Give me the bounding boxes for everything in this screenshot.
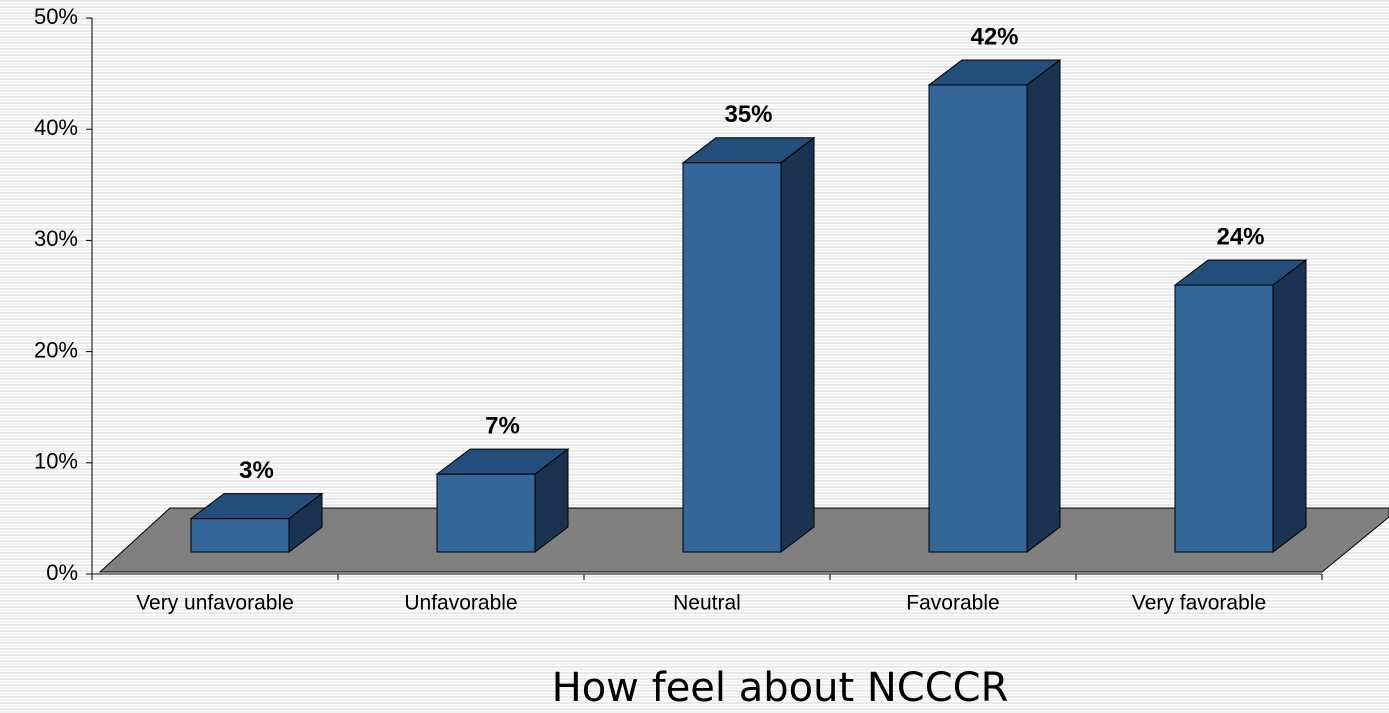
- bar: [1174, 284, 1274, 553]
- value-label: 24%: [1216, 223, 1264, 250]
- chart-title: How feel about NCCCR: [552, 665, 1009, 711]
- x-tick-label: Very unfavorable: [136, 592, 294, 615]
- value-label: 3%: [239, 457, 274, 484]
- y-tick-label: 50%: [34, 4, 78, 29]
- y-tick-label: 40%: [34, 115, 78, 140]
- bar: [682, 162, 782, 553]
- bar: [928, 84, 1028, 553]
- bar-side: [780, 136, 815, 554]
- bar: [436, 473, 536, 553]
- value-label: 35%: [724, 101, 772, 128]
- y-tick-label: 10%: [34, 449, 78, 474]
- bar-side: [1272, 259, 1307, 554]
- y-tick-label: 0%: [46, 560, 78, 585]
- y-tick-label: 20%: [34, 337, 78, 362]
- value-label: 42%: [970, 23, 1018, 50]
- value-label: 7%: [485, 413, 520, 440]
- y-tick-label: 30%: [34, 226, 78, 251]
- bar: [190, 518, 290, 553]
- x-tick-label: Very favorable: [1132, 592, 1266, 615]
- x-tick-label: Unfavorable: [404, 592, 517, 615]
- bar-side: [1026, 58, 1061, 554]
- x-tick-label: Neutral: [673, 592, 741, 615]
- x-tick-label: Favorable: [906, 592, 999, 615]
